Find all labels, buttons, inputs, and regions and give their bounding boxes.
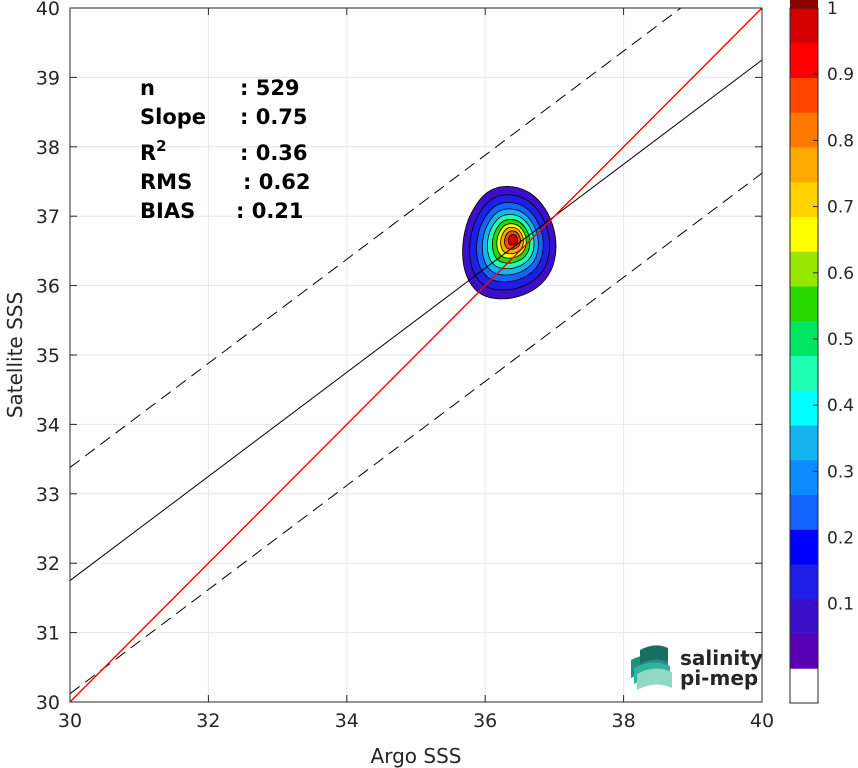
stat-label-superscript: 2 — [156, 137, 166, 155]
colorbar: 0.1 0.2 0.3 0.4 0.5 0.6 0.7 0.8 0.9 1 — [789, 0, 854, 704]
x-axis-label: Argo SSS — [371, 744, 462, 768]
colorbar-tick-label: 0.7 — [827, 198, 854, 218]
stat-label: BIAS — [140, 199, 195, 223]
colorbar-tick-label: 0.4 — [827, 396, 854, 416]
regression-line — [70, 59, 762, 581]
colorbar-swatch — [790, 0, 818, 9]
colorbar-swatch — [790, 494, 818, 530]
colorbar-swatch — [790, 181, 818, 217]
salinity-pi-mep-logo: salinity pi-mep — [631, 645, 763, 690]
colorbar-swatch — [790, 529, 818, 565]
density-contours — [462, 185, 557, 300]
lower-rms-dashed-line — [70, 172, 762, 695]
stat-value: : 0.75 — [240, 105, 308, 129]
colorbar-swatch — [790, 77, 818, 113]
y-tick-label: 39 — [36, 67, 60, 89]
colorbar-swatch — [790, 564, 818, 600]
colorbar-swatch — [790, 216, 818, 252]
y-tick-label: 31 — [36, 623, 60, 645]
colorbar-tick-label: 0.1 — [827, 595, 854, 615]
colorbar-tick-label: 0.5 — [827, 330, 854, 350]
y-axis-label: Satellite SSS — [3, 292, 27, 418]
x-tick-label: 36 — [473, 710, 497, 732]
y-tick-label: 32 — [36, 553, 60, 575]
stat-label: Slope — [140, 105, 206, 129]
logo-text-salinity: salinity — [680, 646, 763, 670]
colorbar-swatch — [790, 251, 818, 287]
y-tick-label: 37 — [36, 206, 60, 228]
stat-label: n — [140, 76, 155, 100]
colorbar-tick-label: 0.2 — [827, 529, 854, 549]
stat-value: : 0.62 — [243, 170, 311, 194]
stat-value: : 0.21 — [236, 199, 304, 223]
colorbar-tick-label: 0.6 — [827, 264, 854, 284]
upper-rms-dashed-line — [70, 8, 682, 468]
y-tick-label: 30 — [36, 692, 60, 714]
x-tick-label: 32 — [196, 710, 220, 732]
colorbar-swatch — [790, 320, 818, 356]
logo-text-pi-mep: pi-mep — [680, 666, 758, 690]
colorbar-tick-label: 0.3 — [827, 462, 854, 482]
colorbar-tick-label: 0.9 — [827, 65, 854, 85]
y-tick-label: 35 — [36, 345, 60, 367]
y-tick-label: 33 — [36, 484, 60, 506]
statistics-box: n : 529 Slope : 0.75 R2 : 0.36 RMS : 0.62 BIAS : … — [140, 76, 311, 223]
one-to-one-line — [70, 8, 762, 702]
colorbar-tick-label: 0.8 — [827, 131, 854, 151]
colorbar-swatch — [790, 633, 818, 669]
wave-chart-icon — [631, 645, 672, 690]
colorbar-swatch — [790, 286, 818, 322]
y-tick-label: 38 — [36, 137, 60, 159]
x-tick-label: 30 — [58, 710, 82, 732]
colorbar-frame — [789, 7, 819, 704]
fit-lines — [70, 8, 762, 702]
colorbar-swatch — [790, 112, 818, 148]
colorbar-swatch — [790, 598, 818, 634]
colorbar-swatch — [790, 668, 818, 704]
colorbar-swatch — [790, 8, 818, 44]
x-tick-label: 34 — [335, 710, 359, 732]
x-tick-label: 40 — [750, 710, 774, 732]
y-tick-label: 34 — [36, 414, 60, 436]
colorbar-swatch — [790, 147, 818, 183]
stat-value: : 529 — [240, 76, 300, 100]
colorbar-tick-label: 1 — [827, 0, 838, 19]
stat-value: : 0.36 — [240, 141, 308, 165]
colorbar-swatch — [790, 355, 818, 391]
stat-label: R2 — [140, 137, 167, 165]
density-contour-level — [507, 233, 518, 246]
x-tick-label: 38 — [612, 710, 636, 732]
stat-label: RMS — [140, 170, 192, 194]
colorbar-swatch — [790, 390, 818, 426]
colorbar-swatch — [790, 459, 818, 495]
y-tick-label: 36 — [36, 276, 60, 298]
colorbar-swatch — [790, 42, 818, 78]
axes: 30 32 34 36 38 40 30 31 32 33 34 35 36 37 38 39 40 Argo S… — [3, 0, 774, 768]
colorbar-swatch — [790, 425, 818, 461]
y-tick-label: 40 — [36, 0, 60, 20]
